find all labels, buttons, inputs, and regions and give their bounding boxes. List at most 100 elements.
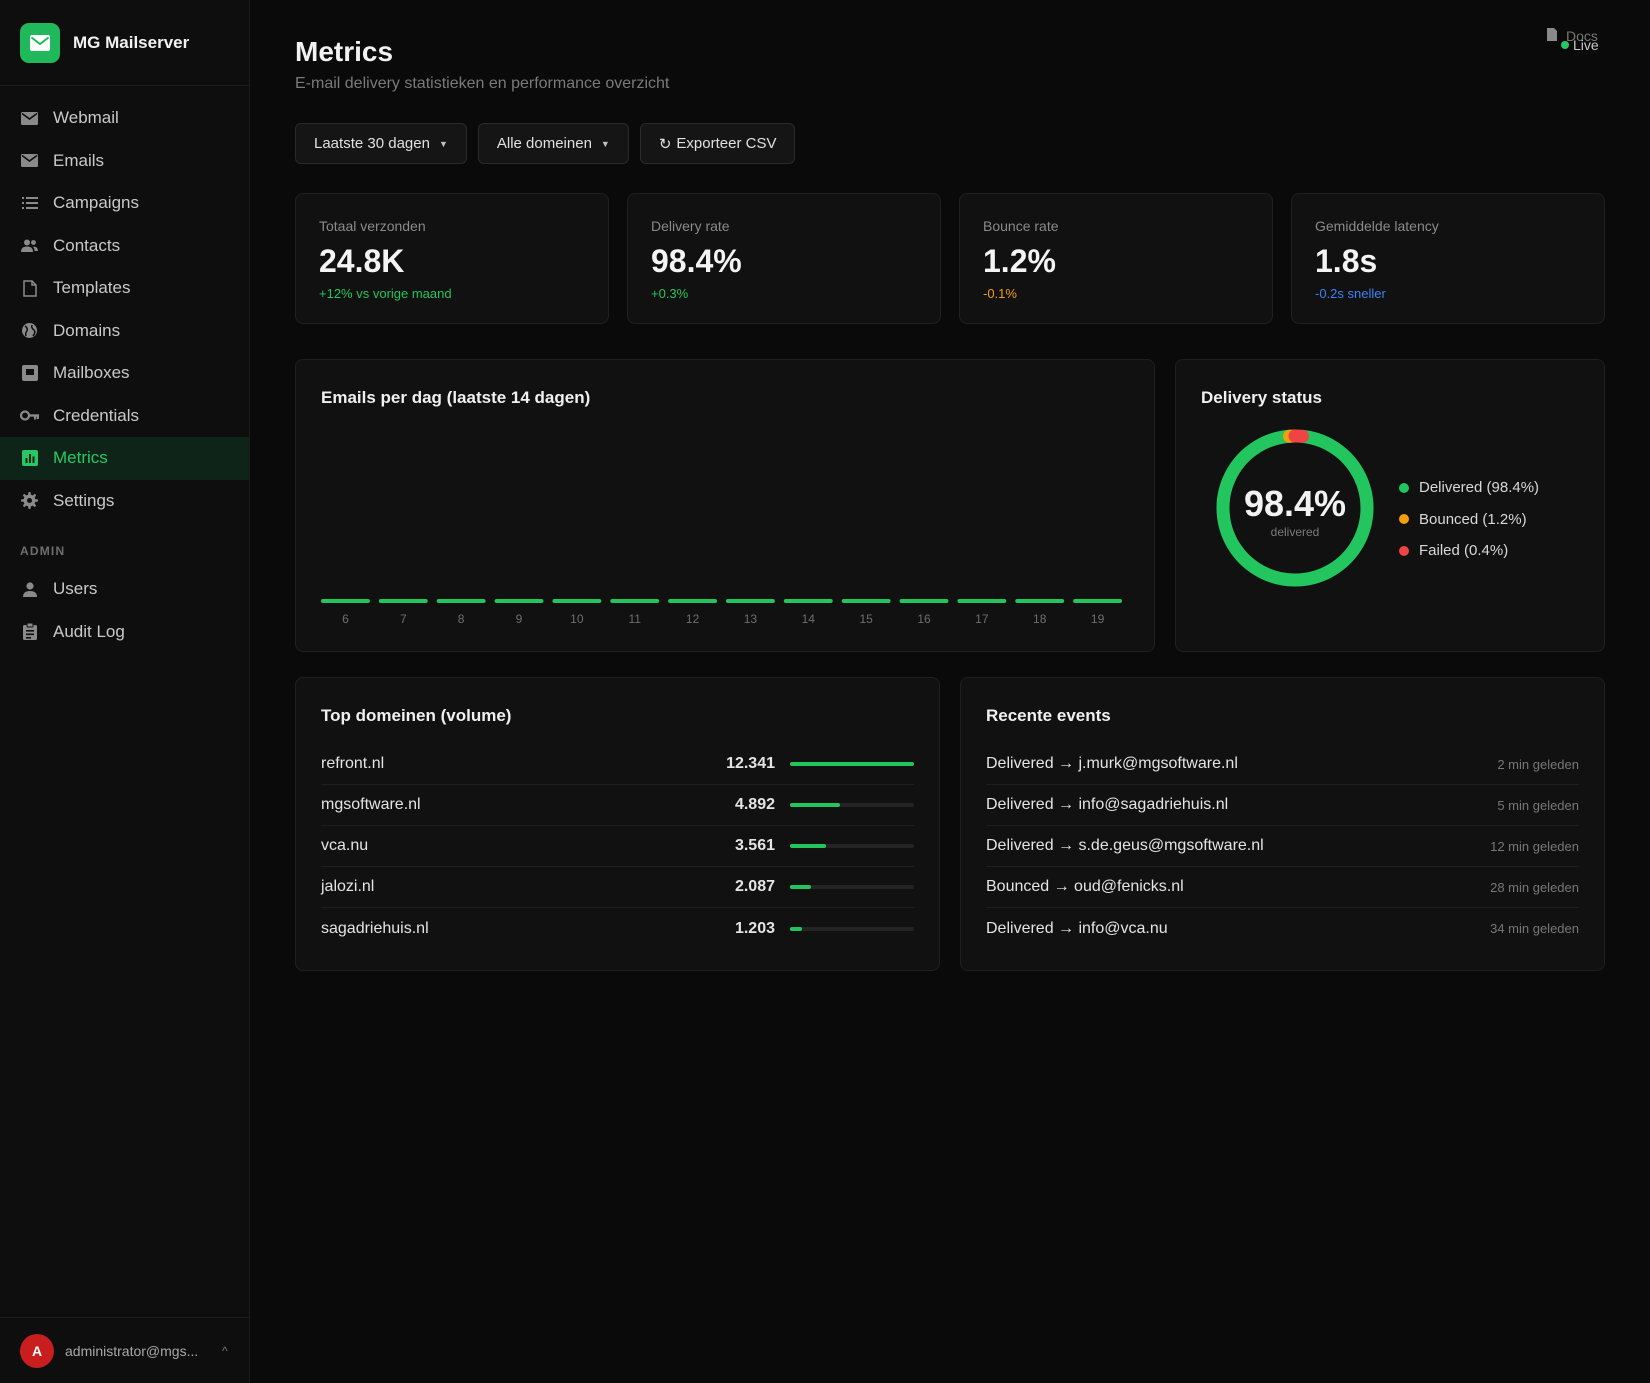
table-row[interactable]: sagadriehuis.nl 1.203 [321, 908, 914, 949]
docs-link[interactable]: Docs [1547, 28, 1598, 44]
bar-day-14 [783, 599, 833, 603]
sidebar-item-credentials[interactable]: Credentials [0, 395, 249, 438]
globe-icon [20, 321, 39, 340]
clipboard-icon [20, 622, 39, 641]
list-item[interactable]: Bounced → oud@fenicks.nl 28 min geleden [986, 867, 1579, 908]
sidebar-item-users[interactable]: Users [0, 568, 249, 611]
sidebar-item-label: Templates [53, 278, 131, 298]
kpi-label: Gemiddelde latency [1315, 218, 1439, 234]
volume-bar [790, 885, 914, 889]
event-time: 2 min geleden [1497, 756, 1579, 772]
x-tick-label: 19 [1091, 612, 1105, 626]
sidebar-item-label: Campaigns [53, 193, 139, 213]
sidebar-item-webmail[interactable]: Webmail [0, 97, 249, 140]
top-domains-card: Top domeinen (volume) refront.nl 12.341 mg… [295, 677, 940, 971]
sidebar-item-label: Mailboxes [53, 363, 130, 383]
chart-title: Emails per dag (laatste 14 dagen) [321, 388, 591, 407]
list-item[interactable]: Delivered → j.murk@mgsoftware.nl 2 min ge… [986, 744, 1579, 785]
sidebar-item-campaigns[interactable]: Campaigns [0, 182, 249, 225]
sidebar-item-metrics[interactable]: Metrics [0, 437, 249, 480]
user-menu[interactable]: A administrator@mgs... ^ [0, 1317, 249, 1383]
kpi-delta: -0.2s sneller [1315, 286, 1386, 301]
domain-count: 1.203 [734, 919, 775, 937]
sidebar-item-contacts[interactable]: Contacts [0, 225, 249, 268]
kpi-card-total-sent: Totaal verzonden 24.8K +12% vs vorige ma… [295, 193, 609, 324]
kpi-card-delivery-rate: Delivery rate 98.4% +0.3% [627, 193, 941, 324]
kpi-card-bounce-rate: Bounce rate 1.2% -0.1% [959, 193, 1273, 324]
inbox-icon [20, 364, 39, 383]
page-title: Metrics [295, 36, 394, 67]
list-item[interactable]: Delivered → s.de.geus@mgsoftware.nl 12 mi… [986, 826, 1579, 867]
delivery-status-card: Delivery status 98.4% delivered Delivered… [1175, 359, 1605, 652]
list-icon [20, 194, 39, 213]
emails-per-day-card: Emails per dag (laatste 14 dagen) 6 7 8 9 10… [295, 359, 1155, 652]
kpi-label: Bounce rate [983, 218, 1059, 234]
kpi-value: 1.2% [983, 243, 1056, 279]
export-csv-button[interactable]: ↻ Exporteer CSV [639, 123, 796, 164]
table-row[interactable]: refront.nl 12.341 [321, 744, 914, 785]
bar-day-15 [841, 599, 891, 603]
bar-day-8 [436, 599, 486, 603]
x-tick-label: 17 [975, 612, 989, 626]
bar-day-12 [668, 599, 717, 603]
kpi-delta: +0.3% [651, 286, 689, 301]
kpi-label: Delivery rate [651, 218, 730, 234]
envelope-icon [20, 109, 39, 128]
app-name: MG Mailserver [73, 32, 190, 52]
bar-day-7 [378, 599, 428, 603]
volume-bar [790, 926, 914, 931]
sidebar-item-label: Metrics [53, 448, 108, 468]
domain-name: vca.nu [321, 837, 369, 854]
caret-down-icon: ▼ [438, 138, 448, 149]
period-select[interactable]: Laatste 30 dagen ▼ [295, 123, 467, 164]
domain-select[interactable]: Alle domeinen ▼ [477, 123, 629, 164]
sidebar-item-audit-log[interactable]: Audit Log [0, 611, 249, 654]
sidebar-item-settings[interactable]: Settings [0, 480, 249, 523]
x-tick-label: 16 [917, 612, 931, 626]
list-item[interactable]: Delivered → info@sagadriehuis.nl 5 min ge… [986, 785, 1579, 826]
table-row[interactable]: vca.nu 3.561 [321, 826, 914, 867]
sidebar-item-mailboxes[interactable]: Mailboxes [0, 352, 249, 395]
domain-name: jalozi.nl [321, 878, 375, 895]
live-indicator: Live [1561, 37, 1599, 53]
kpi-delta: -0.1% [983, 286, 1017, 301]
event-time: 5 min geleden [1497, 797, 1579, 813]
sidebar-item-domains[interactable]: Domains [0, 310, 249, 353]
legend-label: Delivered (98.4%) [1419, 479, 1540, 497]
export-csv-label: Exporteer CSV [676, 135, 777, 152]
user-icon [20, 580, 39, 599]
legend-label: Bounced (1.2%) [1419, 510, 1527, 528]
event-time: 28 min geleden [1490, 879, 1579, 895]
emails-per-day-chart: 6 7 8 9 10 11 12 13 14 15 16 17 18 19 [321, 599, 1122, 626]
list-item[interactable]: Delivered → info@vca.nu 34 min geleden [986, 908, 1579, 949]
x-tick-label: 9 [516, 612, 523, 626]
event-text: Delivered → s.de.geus@mgsoftware.nl [986, 837, 1264, 854]
brand[interactable]: MG Mailserver [0, 0, 249, 86]
legend-dot-icon [1399, 514, 1409, 525]
sidebar-item-label: Contacts [53, 235, 121, 255]
table-row[interactable]: mgsoftware.nl 4.892 [321, 785, 914, 826]
sidebar-item-emails[interactable]: Emails [0, 140, 249, 183]
volume-bar [790, 762, 914, 766]
kpi-card-latency: Gemiddelde latency 1.8s -0.2s sneller [1291, 193, 1605, 324]
domain-name: refront.nl [321, 755, 385, 772]
bar-day-9 [494, 599, 544, 603]
delivery-donut-chart: 98.4%delivered [1216, 429, 1374, 587]
envelope-icon [20, 151, 39, 170]
chart-icon [20, 449, 39, 468]
slice-delivered [1216, 429, 1374, 587]
sidebar-item-templates[interactable]: Templates [0, 267, 249, 310]
gear-icon [20, 491, 39, 510]
users-icon [20, 236, 39, 255]
docs-label: Docs [1566, 28, 1598, 44]
recent-events-card: Recente events Delivered → j.murk@mgsoft… [960, 677, 1605, 971]
domain-name: mgsoftware.nl [321, 796, 421, 813]
event-text: Delivered → info@vca.nu [986, 919, 1168, 937]
x-tick-label: 11 [628, 612, 641, 626]
card-title: Top domeinen (volume) [321, 706, 512, 725]
table-row[interactable]: jalozi.nl 2.087 [321, 867, 914, 908]
sidebar-item-label: Emails [53, 150, 105, 170]
x-tick-label: 18 [1033, 612, 1047, 626]
chart-title: Delivery status [1201, 388, 1322, 407]
kpi-delta: +12% vs vorige maand [319, 286, 452, 301]
